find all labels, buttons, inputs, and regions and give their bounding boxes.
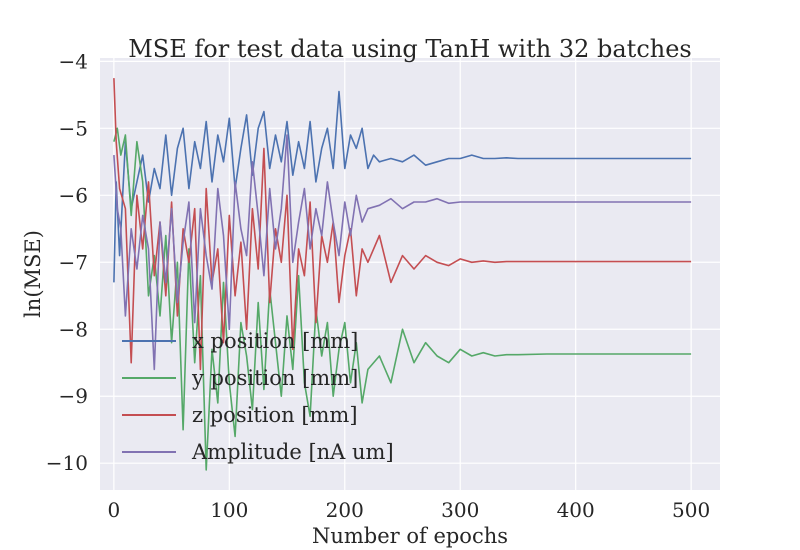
y-tick-labels: −10 −9 −8 −7 −6 −5 −4 bbox=[46, 49, 88, 475]
y-axis-label: ln(MSE) bbox=[21, 230, 45, 318]
x-tick-label: 100 bbox=[210, 498, 248, 522]
x-axis-label: Number of epochs bbox=[312, 524, 508, 548]
series-line-3 bbox=[113, 134, 692, 371]
x-tick-label: 400 bbox=[557, 498, 595, 522]
y-tick-label: −10 bbox=[46, 451, 88, 475]
y-tick-label: −6 bbox=[59, 183, 88, 207]
x-tick-label: 500 bbox=[672, 498, 710, 522]
x-tick-labels: 0 100 200 300 400 500 bbox=[107, 498, 710, 522]
legend-label: y position [mm] bbox=[191, 366, 358, 390]
legend-label: z position [mm] bbox=[192, 403, 358, 427]
y-tick-label: −7 bbox=[59, 250, 88, 274]
x-tick-label: 0 bbox=[107, 498, 120, 522]
legend-label: x position [mm] bbox=[192, 329, 358, 353]
series-line-0 bbox=[113, 90, 692, 283]
y-tick-label: −8 bbox=[59, 317, 88, 341]
y-tick-label: −4 bbox=[59, 49, 88, 73]
y-tick-label: −9 bbox=[59, 384, 88, 408]
series-group bbox=[113, 78, 692, 471]
x-tick-label: 300 bbox=[441, 498, 479, 522]
legend-label: Amplitude [nA um] bbox=[191, 440, 394, 464]
y-tick-label: −5 bbox=[59, 116, 88, 140]
legend: x position [mm] y position [mm] z position… bbox=[122, 329, 394, 464]
chart-title: MSE for test data using TanH with 32 bat… bbox=[128, 35, 692, 63]
x-tick-label: 200 bbox=[326, 498, 364, 522]
